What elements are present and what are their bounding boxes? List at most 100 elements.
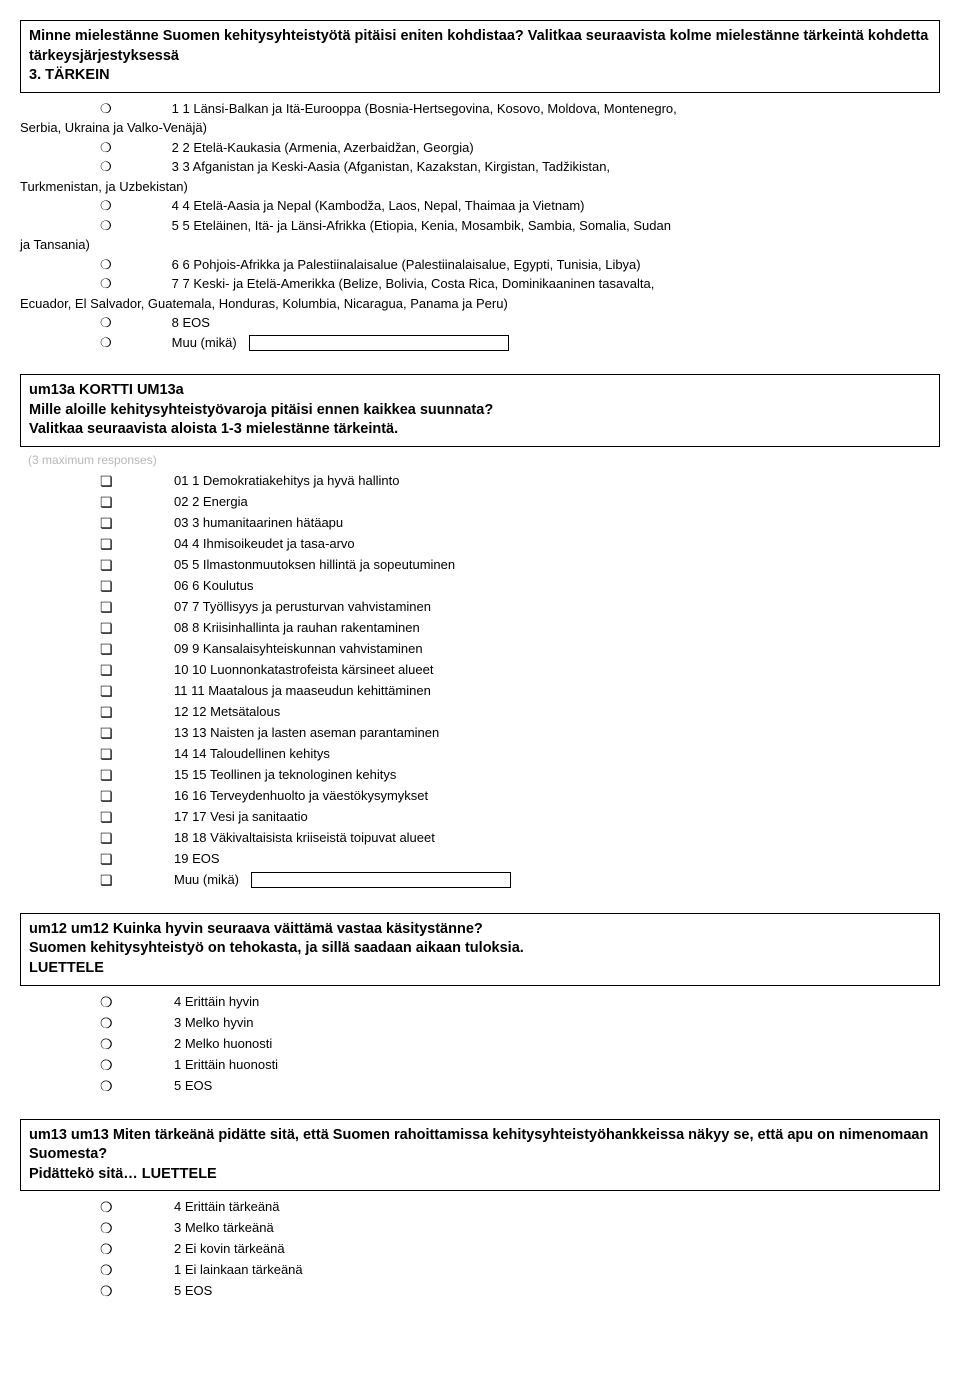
radio-icon[interactable]: ❍ bbox=[100, 992, 114, 1013]
checkbox-icon[interactable]: ❏ bbox=[100, 723, 114, 744]
option-label: 18 18 Väkivaltaisista kriiseistä toipuva… bbox=[174, 828, 940, 848]
checkbox-icon[interactable]: ❏ bbox=[100, 786, 114, 807]
checkbox-icon[interactable]: ❏ bbox=[100, 618, 114, 639]
checkbox-icon[interactable]: ❏ bbox=[100, 513, 114, 534]
q4-title: um13 um13 Miten tärkeänä pidätte sitä, e… bbox=[29, 1127, 928, 1182]
option-label: 3 3 Afganistan ja Keski-Aasia (Afganista… bbox=[172, 157, 610, 177]
option-label: 01 1 Demokratiakehitys ja hyvä hallinto bbox=[174, 471, 940, 491]
radio-icon[interactable]: ❍ bbox=[100, 99, 112, 119]
option-label: 19 EOS bbox=[174, 849, 940, 869]
option-label: 1 1 Länsi-Balkan ja Itä-Eurooppa (Bosnia… bbox=[172, 99, 677, 119]
checkbox-icon[interactable]: ❏ bbox=[100, 534, 114, 555]
option-row: ❏ Muu (mikä) bbox=[100, 870, 940, 891]
option-label: 15 15 Teollinen ja teknologinen kehitys bbox=[174, 765, 940, 785]
option-label: 4 Erittäin hyvin bbox=[174, 992, 940, 1012]
option-row: ❍ 5 5 Eteläinen, Itä- ja Länsi-Afrikka (E… bbox=[100, 216, 940, 236]
option-row: ❍ 8 EOS bbox=[100, 313, 940, 333]
option-row: ❍2 Melko huonosti bbox=[100, 1034, 940, 1055]
option-row: ❍ 3 3 Afganistan ja Keski-Aasia (Afganist… bbox=[100, 157, 940, 177]
radio-icon[interactable]: ❍ bbox=[100, 196, 112, 216]
q3-title: um12 um12 Kuinka hyvin seuraava väittämä… bbox=[29, 921, 524, 976]
option-row: ❏03 3 humanitaarinen hätäapu bbox=[100, 513, 940, 534]
option-row: ❏ 10 10 Luonnonkatastrofeista kärsineet a… bbox=[100, 660, 940, 681]
other-text-input[interactable] bbox=[251, 872, 511, 888]
radio-icon[interactable]: ❍ bbox=[100, 1281, 114, 1302]
option-row: ❍ 1 Erittäin huonosti bbox=[100, 1055, 940, 1076]
q1-box: Minne mielestänne Suomen kehitysyhteisty… bbox=[20, 20, 940, 93]
checkbox-icon[interactable]: ❏ bbox=[100, 849, 114, 870]
radio-icon[interactable]: ❍ bbox=[100, 274, 112, 294]
radio-icon[interactable]: ❍ bbox=[100, 1013, 114, 1034]
radio-icon[interactable]: ❍ bbox=[100, 157, 112, 177]
option-label: 8 EOS bbox=[172, 313, 210, 333]
radio-icon[interactable]: ❍ bbox=[100, 1076, 114, 1097]
option-label: 1 Erittäin huonosti bbox=[174, 1055, 940, 1075]
option-row: ❏ 02 2 Energia bbox=[100, 492, 940, 513]
checkbox-icon[interactable]: ❏ bbox=[100, 681, 114, 702]
radio-icon[interactable]: ❍ bbox=[100, 313, 112, 333]
checkbox-icon[interactable]: ❏ bbox=[100, 807, 114, 828]
option-row: ❏ 07 7 Työllisyys ja perusturvan vahvista… bbox=[100, 597, 940, 618]
radio-icon[interactable]: ❍ bbox=[100, 216, 112, 236]
checkbox-icon[interactable]: ❏ bbox=[100, 870, 114, 891]
option-label: 11 11 Maatalous ja maaseudun kehittämine… bbox=[174, 681, 940, 701]
checkbox-icon[interactable]: ❏ bbox=[100, 765, 114, 786]
radio-icon[interactable]: ❍ bbox=[100, 1260, 114, 1281]
option-row: ❍ 4 Erittäin hyvin bbox=[100, 992, 940, 1013]
option-row: ❍ 3 Melko hyvin bbox=[100, 1013, 940, 1034]
radio-icon[interactable]: ❍ bbox=[100, 333, 112, 353]
checkbox-icon[interactable]: ❏ bbox=[100, 639, 114, 660]
option-row: ❍ 4 Erittäin tärkeänä bbox=[100, 1197, 940, 1218]
radio-icon[interactable]: ❍ bbox=[100, 255, 112, 275]
option-row: ❍ Muu (mikä) bbox=[100, 333, 940, 353]
q3-options: ❍ 4 Erittäin hyvin ❍ 3 Melko hyvin❍2 Melko … bbox=[100, 992, 940, 1097]
checkbox-icon[interactable]: ❏ bbox=[100, 576, 114, 597]
option-label: 2 2 Etelä-Kaukasia (Armenia, Azerbaidžan… bbox=[172, 138, 474, 158]
option-label: 07 7 Työllisyys ja perusturvan vahvistam… bbox=[174, 597, 940, 617]
other-text-input[interactable] bbox=[249, 335, 509, 351]
option-label: 4 Erittäin tärkeänä bbox=[174, 1197, 940, 1217]
option-label: 2 Ei kovin tärkeänä bbox=[174, 1239, 940, 1259]
radio-icon[interactable]: ❍ bbox=[100, 1218, 114, 1239]
option-label: 7 7 Keski- ja Etelä-Amerikka (Belize, Bo… bbox=[172, 274, 655, 294]
checkbox-icon[interactable]: ❏ bbox=[100, 744, 114, 765]
option-label: 02 2 Energia bbox=[174, 492, 940, 512]
option-row: ❍ 5 EOS bbox=[100, 1076, 940, 1097]
option-continuation: Turkmenistan, ja Uzbekistan) bbox=[20, 177, 940, 197]
checkbox-icon[interactable]: ❏ bbox=[100, 597, 114, 618]
option-label: 10 10 Luonnonkatastrofeista kärsineet al… bbox=[174, 660, 940, 680]
option-row: ❍6 6 Pohjois-Afrikka ja Palestiinalaisal… bbox=[100, 255, 940, 275]
option-row: ❏ 01 1 Demokratiakehitys ja hyvä hallinto bbox=[100, 471, 940, 492]
radio-icon[interactable]: ❍ bbox=[100, 1055, 114, 1076]
option-row: ❏13 13 Naisten ja lasten aseman parantam… bbox=[100, 723, 940, 744]
option-label: 5 EOS bbox=[174, 1076, 940, 1096]
q2-options: ❏ 01 1 Demokratiakehitys ja hyvä hallinto… bbox=[100, 471, 940, 891]
option-row: ❍ 1 1 Länsi-Balkan ja Itä-Eurooppa (Bosni… bbox=[100, 99, 940, 119]
q4-box: um13 um13 Miten tärkeänä pidätte sitä, e… bbox=[20, 1119, 940, 1192]
option-label: 17 17 Vesi ja sanitaatio bbox=[174, 807, 940, 827]
option-label: 5 5 Eteläinen, Itä- ja Länsi-Afrikka (Et… bbox=[172, 216, 671, 236]
option-row: ❏ 18 18 Väkivaltaisista kriiseistä toipuv… bbox=[100, 828, 940, 849]
option-label: Muu (mikä) bbox=[174, 870, 940, 890]
option-row: ❍4 4 Etelä-Aasia ja Nepal (Kambodža, Lao… bbox=[100, 196, 940, 216]
checkbox-icon[interactable]: ❏ bbox=[100, 828, 114, 849]
option-label: 12 12 Metsätalous bbox=[174, 702, 940, 722]
option-label: 1 Ei lainkaan tärkeänä bbox=[174, 1260, 940, 1280]
option-row: ❍ 2 Ei kovin tärkeänä bbox=[100, 1239, 940, 1260]
radio-icon[interactable]: ❍ bbox=[100, 1239, 114, 1260]
checkbox-icon[interactable]: ❏ bbox=[100, 555, 114, 576]
checkbox-icon[interactable]: ❏ bbox=[100, 660, 114, 681]
checkbox-icon[interactable]: ❏ bbox=[100, 471, 114, 492]
checkbox-icon[interactable]: ❏ bbox=[100, 702, 114, 723]
checkbox-icon[interactable]: ❏ bbox=[100, 492, 114, 513]
radio-icon[interactable]: ❍ bbox=[100, 138, 112, 158]
option-label: 09 9 Kansalaisyhteiskunnan vahvistaminen bbox=[174, 639, 940, 659]
option-row: ❏14 14 Taloudellinen kehitys bbox=[100, 744, 940, 765]
option-row: ❏16 16 Terveydenhuolto ja väestökysymyks… bbox=[100, 786, 940, 807]
option-continuation: ja Tansania) bbox=[20, 235, 940, 255]
option-label: 3 Melko hyvin bbox=[174, 1013, 940, 1033]
option-label: Muu (mikä) bbox=[172, 333, 509, 353]
q4-options: ❍4 Erittäin tärkeänä❍3 Melko tärkeänä❍2 … bbox=[100, 1197, 940, 1302]
radio-icon[interactable]: ❍ bbox=[100, 1197, 114, 1218]
radio-icon[interactable]: ❍ bbox=[100, 1034, 114, 1055]
